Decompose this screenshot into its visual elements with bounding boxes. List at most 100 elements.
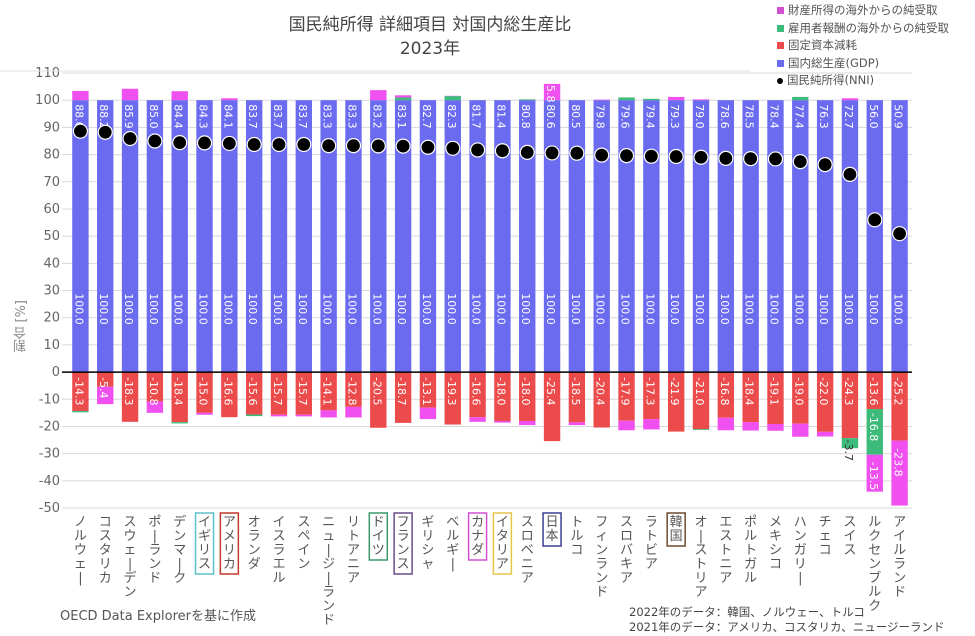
bar-property-income (792, 423, 809, 437)
x-tick-char: ギ (421, 515, 434, 530)
y-tick-label: -10 (39, 392, 60, 407)
x-tick-char: ア (347, 571, 360, 586)
bar-gdp (519, 100, 536, 373)
bar-depreciation (816, 372, 834, 432)
x-tick-char: ラ (595, 557, 608, 572)
depreciation-data-label: -15.7 (271, 377, 284, 405)
bar-gdp (146, 100, 164, 373)
bar-gdp (494, 100, 511, 373)
x-tick-char: リ (421, 529, 434, 544)
bar-property-income (146, 401, 164, 413)
x-tick-char: | (326, 543, 330, 558)
x-tick-label: 日本 (546, 515, 559, 544)
gdp-data-label: 100.0 (147, 293, 160, 325)
x-tick-char: ド (372, 515, 385, 530)
gdp-data-label: 100.0 (668, 293, 681, 325)
bar-compensation (792, 96, 809, 101)
x-tick-char: ィ (595, 529, 608, 544)
x-tick-char: エ (719, 515, 732, 530)
legend-item-compensation: 雇用者報酬の海外からの純受取 (777, 20, 949, 38)
bar-gdp (618, 100, 635, 373)
depreciation-data-label: -25.4 (544, 377, 557, 405)
nni-marker (743, 151, 759, 167)
y-tick-label: 20 (43, 311, 60, 326)
nni-data-label: 83.3 (345, 104, 358, 129)
x-tick-char: イ (496, 515, 509, 530)
legend-label: 国民純所得(NNI) (787, 73, 875, 87)
nni-data-label: 50.9 (892, 104, 905, 129)
legend-label: 雇用者報酬の海外からの純受取 (788, 20, 949, 35)
gdp-data-label: 100.0 (395, 293, 408, 325)
x-tick-char: ト (347, 529, 360, 544)
nni-marker (618, 148, 635, 164)
x-tick-char: ク (868, 599, 881, 614)
x-tick-char: | (798, 571, 802, 586)
gdp-data-label: 100.0 (420, 293, 433, 325)
x-tick-char: 本 (546, 529, 559, 544)
bar-gdp (593, 100, 610, 373)
bar-gdp (792, 100, 809, 373)
x-tick-char: 日 (546, 515, 559, 530)
nni-marker (594, 147, 610, 163)
highlight-box (368, 512, 389, 561)
x-tick-char: ト (645, 529, 658, 544)
bar-compensation (171, 422, 188, 424)
bar-gdp (121, 100, 139, 373)
x-tick-char: セ (868, 543, 881, 558)
x-tick-char: ウ (74, 543, 87, 558)
x-tick-char: ン (173, 529, 186, 544)
bar-compensation (245, 414, 263, 417)
bar-property-income (196, 412, 213, 415)
bar-property-income (568, 422, 586, 426)
nni-marker (891, 226, 908, 242)
y-tick-label: -20 (39, 419, 60, 434)
x-tick-char: ガ (744, 557, 757, 572)
y-tick-label: 50 (43, 229, 60, 244)
nni-marker (345, 137, 362, 154)
bar-property-income (370, 90, 387, 101)
bar-gdp (568, 100, 586, 373)
x-tick-char: ビ (645, 543, 658, 558)
x-tick-char: コ (769, 557, 782, 572)
x-tick-char: ア (620, 571, 633, 586)
x-tick-char: ア (694, 585, 707, 600)
chart-subtitle: 2023年 (399, 39, 461, 59)
gdp-data-label: 100.0 (892, 293, 905, 325)
x-tick-char: コ (570, 543, 583, 558)
x-tick-char: ス (272, 529, 285, 544)
bar-depreciation (72, 372, 89, 411)
x-tick-char: ン (595, 571, 608, 586)
nni-marker (445, 140, 461, 156)
nni-data-label: 79.3 (668, 104, 681, 129)
x-tick-char: ロ (620, 529, 633, 544)
x-tick-char: ポ (148, 515, 161, 530)
y-tick-label: 10 (43, 338, 60, 353)
x-tick-char: ギ (198, 529, 211, 544)
highlight-box (194, 512, 215, 575)
data-year-note-2021: 2021年のデータ：アメリカ、コスタリカ、ニュージーランド (629, 620, 945, 634)
x-tick-label: デンマ|ク (173, 514, 186, 586)
x-tick-char: | (178, 557, 182, 572)
depreciation-data-label: -10.8 (147, 377, 160, 405)
x-tick-char: バ (620, 543, 633, 558)
gdp-data-label: 100.0 (97, 293, 110, 325)
x-tick-char: ス (620, 515, 633, 530)
nni-marker (792, 154, 808, 170)
nni-marker (842, 166, 858, 183)
nni-data-label: 76.3 (817, 104, 830, 129)
depreciation-data-label: -18.4 (172, 377, 185, 405)
legend-swatch (777, 24, 784, 32)
gdp-data-label: 100.0 (72, 293, 85, 325)
x-tick-char: リ (694, 571, 707, 586)
bar-depreciation (891, 372, 908, 441)
x-tick-label: ポ|ランド (148, 515, 161, 586)
bar-gdp (345, 100, 362, 373)
bar-property-income (841, 98, 859, 101)
x-tick-char: ガ (794, 543, 807, 558)
x-tick-label: ニュ|ジ|ランド (322, 515, 335, 628)
x-tick-char: ペ (297, 529, 310, 544)
depreciation-data-label: -19.0 (792, 377, 805, 405)
bar-depreciation (841, 372, 859, 439)
